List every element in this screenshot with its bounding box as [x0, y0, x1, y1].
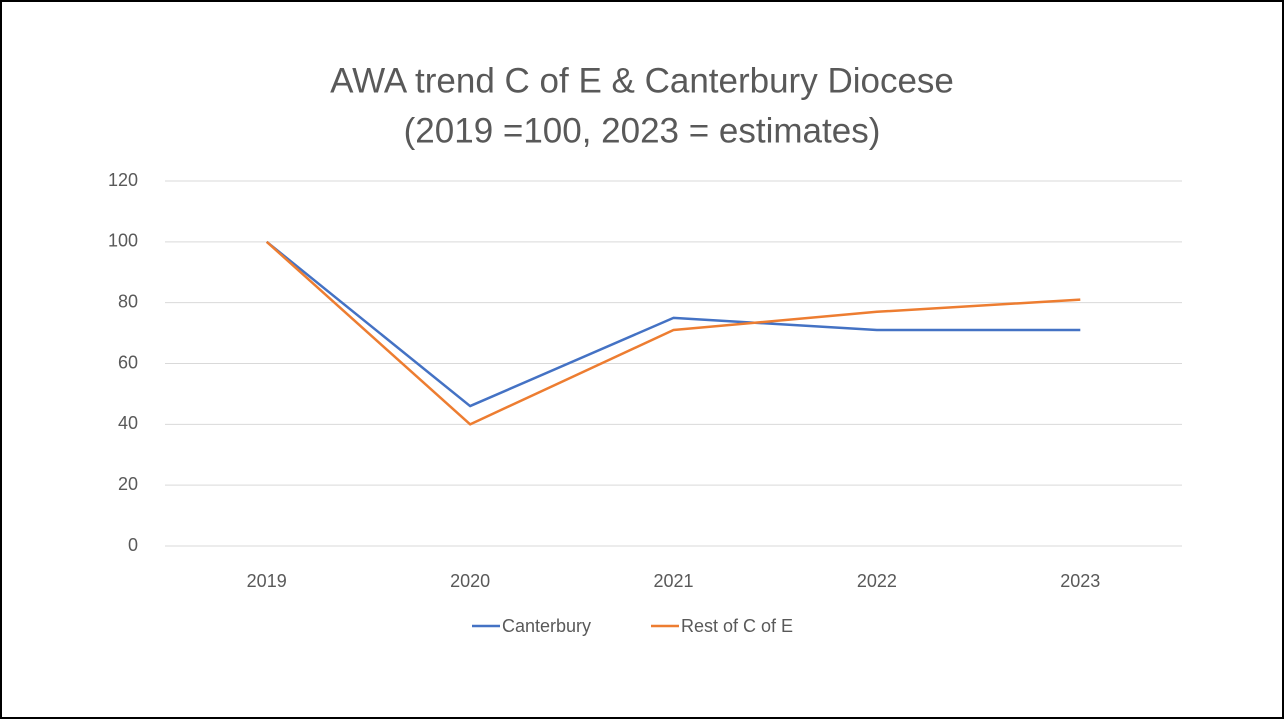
x-tick-label: 2023	[1060, 571, 1100, 591]
y-tick-label: 100	[108, 231, 138, 251]
x-tick-label: 2022	[857, 571, 897, 591]
x-tick-label: 2019	[247, 571, 287, 591]
y-tick-label: 120	[108, 170, 138, 190]
y-tick-label: 20	[118, 474, 138, 494]
x-tick-label: 2021	[653, 571, 693, 591]
y-tick-label: 60	[118, 352, 138, 372]
y-tick-label: 40	[118, 413, 138, 433]
chart-title: AWA trend C of E & Canterbury Diocese	[330, 61, 954, 100]
chart-subtitle: (2019 =100, 2023 = estimates)	[404, 111, 881, 150]
x-tick-label: 2020	[450, 571, 490, 591]
legend-label: Canterbury	[502, 616, 591, 636]
series-line	[265, 240, 1081, 408]
y-tick-label: 0	[128, 535, 138, 555]
legend-label: Rest of C of E	[681, 616, 793, 636]
series-line	[265, 240, 1081, 426]
y-tick-label: 80	[118, 291, 138, 311]
